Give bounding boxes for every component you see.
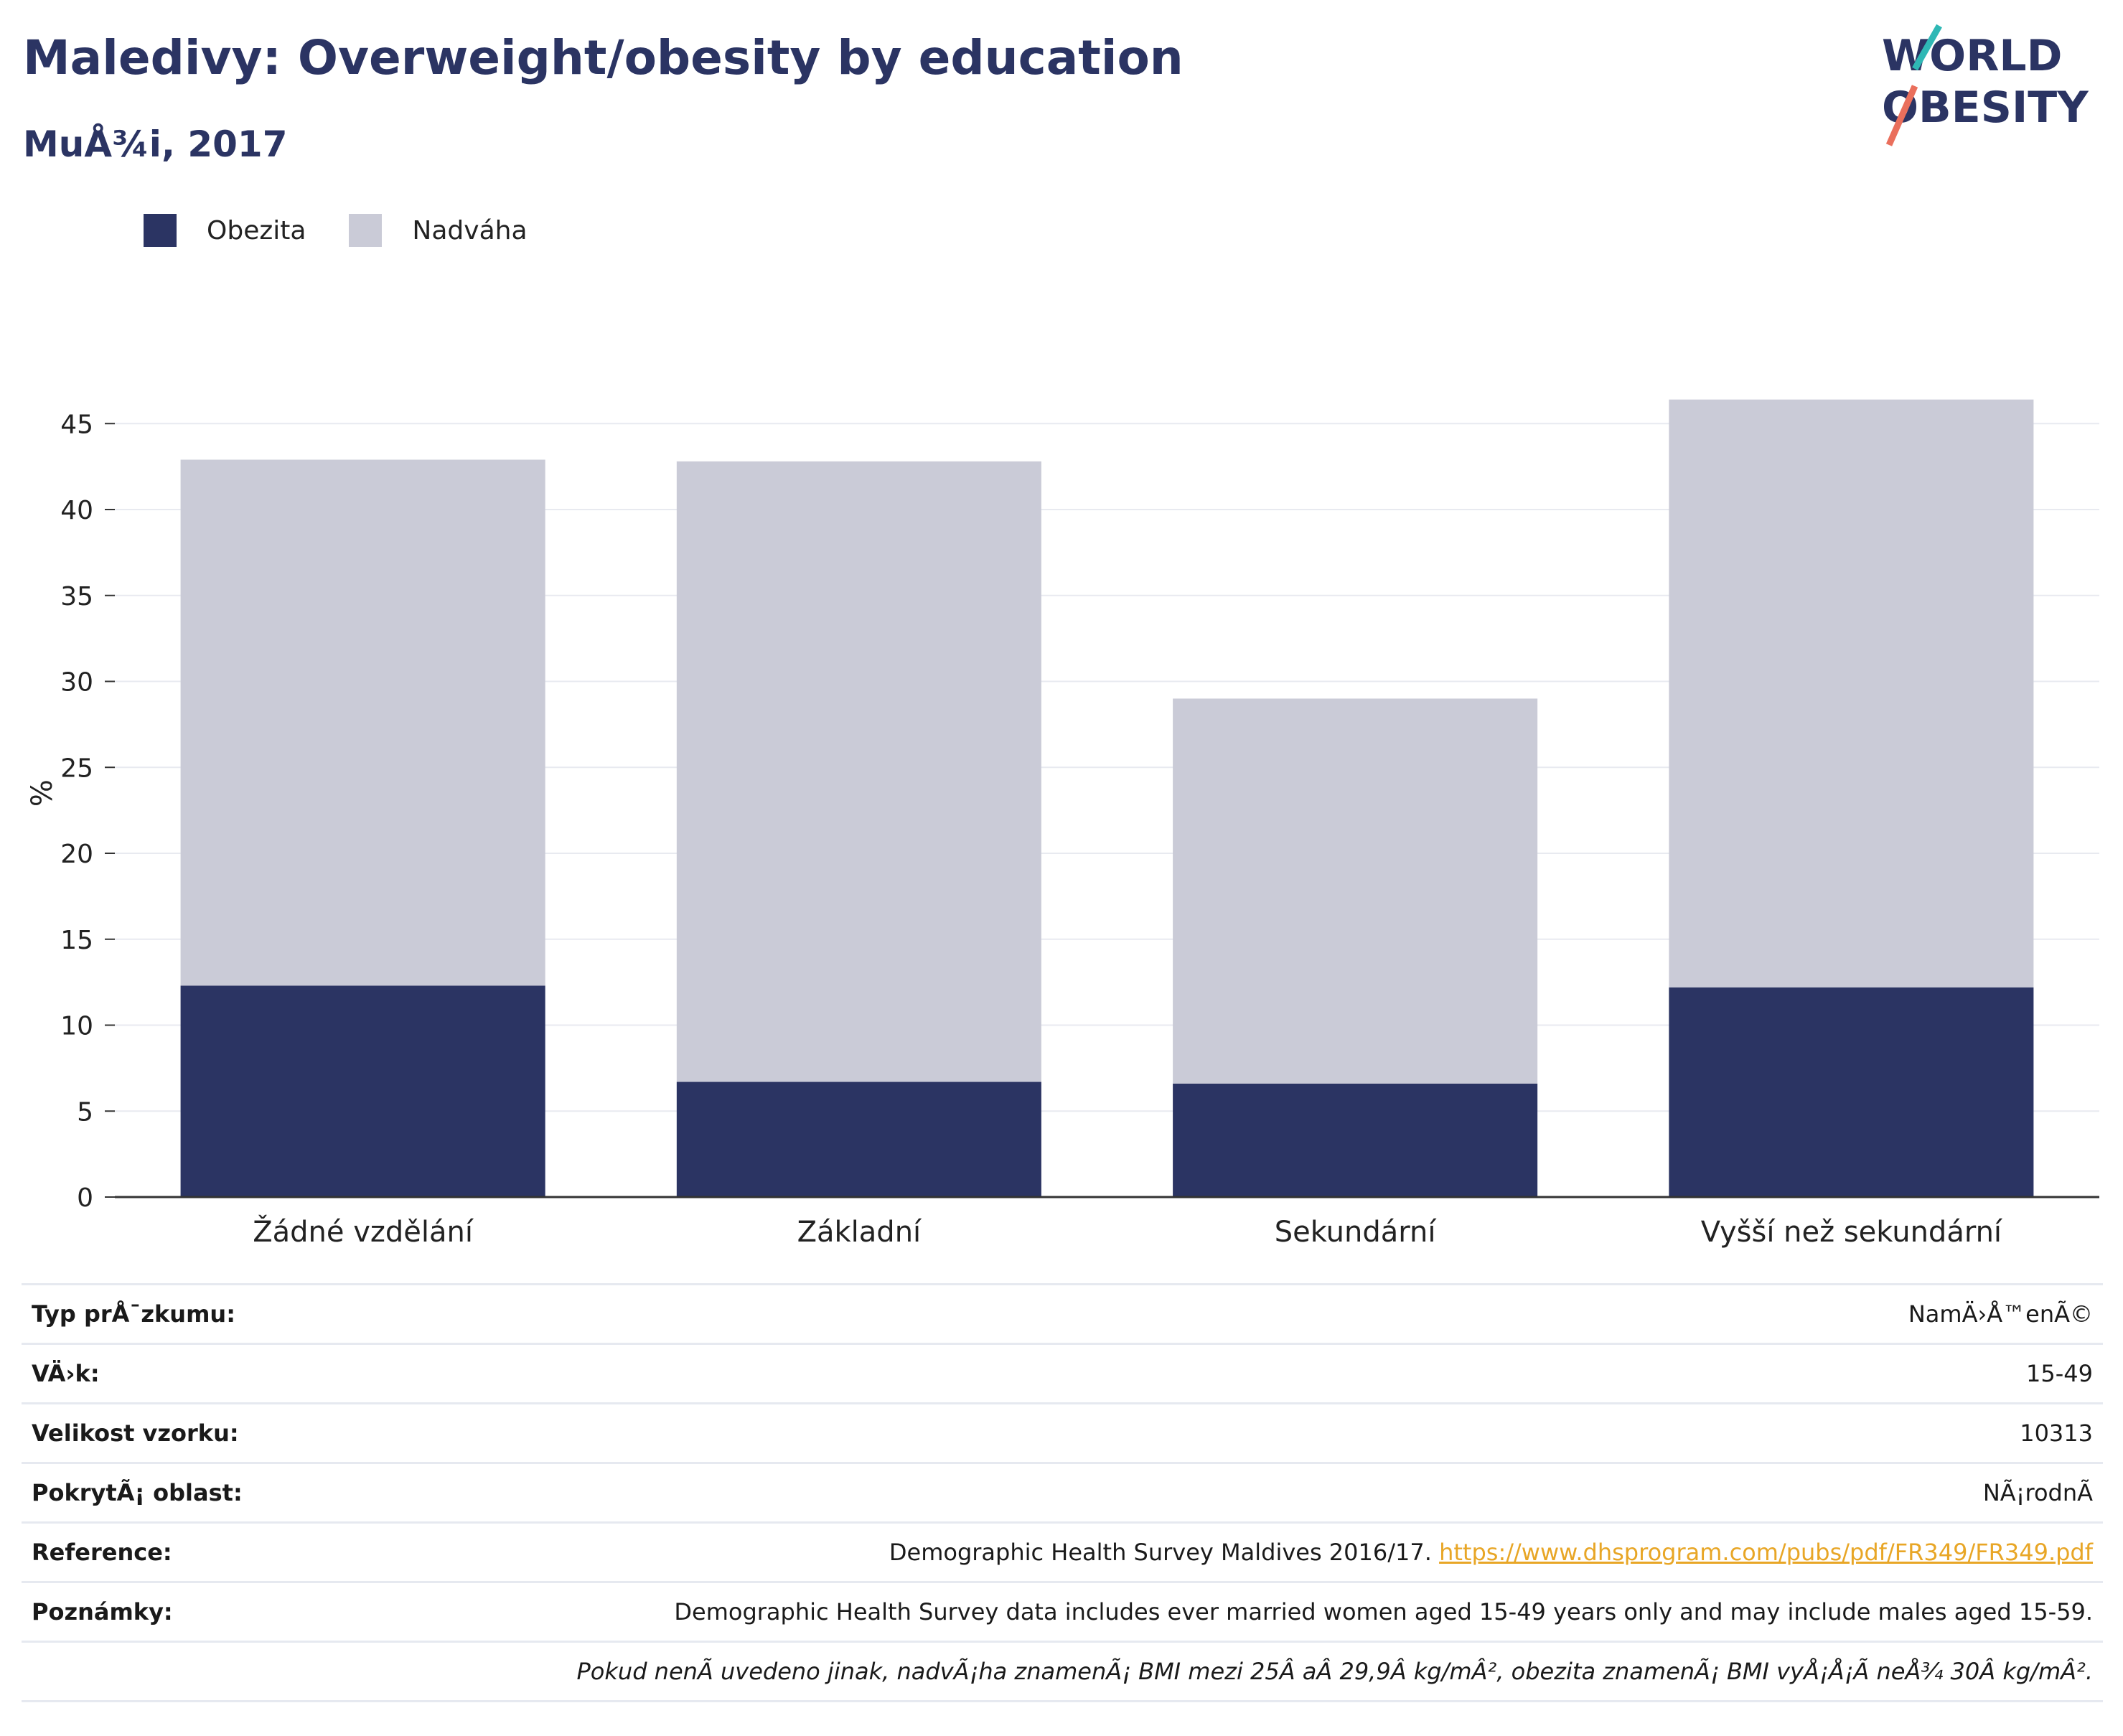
meta-key: Poznámky: [22,1581,329,1642]
bar-overweight[interactable] [1173,698,1538,1084]
footnote: Pokud nenÃ uvedeno jinak, nadvÃ¡ha zname… [329,1641,2103,1702]
y-tick-label: 15 [60,926,93,955]
meta-value: NamÄ›Å™enÃ© [329,1283,2103,1344]
legend-label-overweight: Nadváha [412,215,528,245]
meta-row-reference: Reference: Demographic Health Survey Mal… [22,1521,2103,1582]
meta-row-survey-type: Typ prÅ¯zkumu: NamÄ›Å™enÃ© [22,1283,2103,1344]
meta-value: Demographic Health Survey data includes … [329,1581,2103,1642]
y-tick-label: 10 [60,1012,93,1041]
meta-row-notes: Poznámky: Demographic Health Survey data… [22,1581,2103,1642]
meta-key: Typ prÅ¯zkumu: [22,1283,329,1344]
bar-overweight[interactable] [180,459,545,986]
meta-value: 10313 [329,1402,2103,1463]
meta-row-coverage: PokrytÃ¡ oblast: NÃ¡rodnÃ [22,1462,2103,1523]
meta-key: VÄ›k: [22,1343,329,1404]
meta-value: 15-49 [329,1343,2103,1404]
reference-text: Demographic Health Survey Maldives 2016/… [889,1539,1432,1566]
y-tick-label: 25 [60,754,93,783]
y-tick-label: 20 [60,840,93,869]
x-tick-label: Základní [797,1216,922,1249]
logo-line2: OBESITY [1882,83,2089,133]
reference-link[interactable]: https://www.dhsprogram.com/pubs/pdf/FR34… [1439,1539,2093,1566]
chart-legend: Obezita Nadváha [144,214,571,247]
meta-key: PokrytÃ¡ oblast: [22,1462,329,1523]
meta-key: Reference: [22,1521,329,1582]
metadata-table: Typ prÅ¯zkumu: NamÄ›Å™enÃ© VÄ›k: 15-49 V… [22,1283,2103,1702]
meta-value: Demographic Health Survey Maldives 2016/… [329,1521,2103,1582]
legend-item-overweight[interactable]: Nadváha [349,214,528,247]
legend-item-obesity[interactable]: Obezita [144,214,306,247]
logo-slash-teal [1912,24,1942,71]
x-tick-label: Sekundární [1275,1216,1438,1249]
x-tick-label: Žádné vzdělání [253,1214,474,1249]
bar-obesity[interactable] [180,985,545,1197]
meta-row-footnote: Pokud nenÃ uvedeno jinak, nadvÃ¡ha zname… [22,1641,2103,1702]
legend-swatch-overweight [349,214,383,247]
bar-obesity[interactable] [676,1082,1041,1197]
logo-line1: WORLD [1882,31,2062,81]
y-tick-label: 35 [60,582,93,611]
chart-subtitle: MuÅ¾i, 2017 [23,123,288,165]
legend-swatch-obesity [144,214,177,247]
bar-chart: 0 5 10 15 20 25 30 35 40 45% Žádné vzdělání Základn… [26,399,2099,1249]
meta-key-empty [22,1641,329,1702]
y-tick-label: 5 [77,1097,93,1127]
y-axis-label: % [26,779,59,807]
bar-overweight[interactable] [676,461,1041,1082]
meta-row-sample-size: Velikost vzorku: 10313 [22,1402,2103,1463]
bar-obesity[interactable] [1669,987,2034,1197]
chart-title: Maledivy: Overweight/obesity by educatio… [23,30,1184,85]
meta-row-age: VÄ›k: 15-49 [22,1343,2103,1404]
legend-label-obesity: Obezita [207,215,306,245]
world-obesity-logo[interactable]: WORLD OBESITY [1873,22,2110,151]
x-tick-label: Vyšší než sekundární [1701,1216,2003,1249]
logo-slash-coral [1885,85,1918,146]
y-tick-label: 40 [60,496,93,525]
meta-key: Velikost vzorku: [22,1402,329,1463]
y-tick-label: 30 [60,668,93,698]
y-tick-label: 45 [60,410,93,439]
meta-value: NÃ¡rodnÃ [329,1462,2103,1523]
bar-overweight[interactable] [1669,399,2034,987]
bar-obesity[interactable] [1173,1083,1538,1197]
y-tick-label: 0 [77,1183,93,1213]
